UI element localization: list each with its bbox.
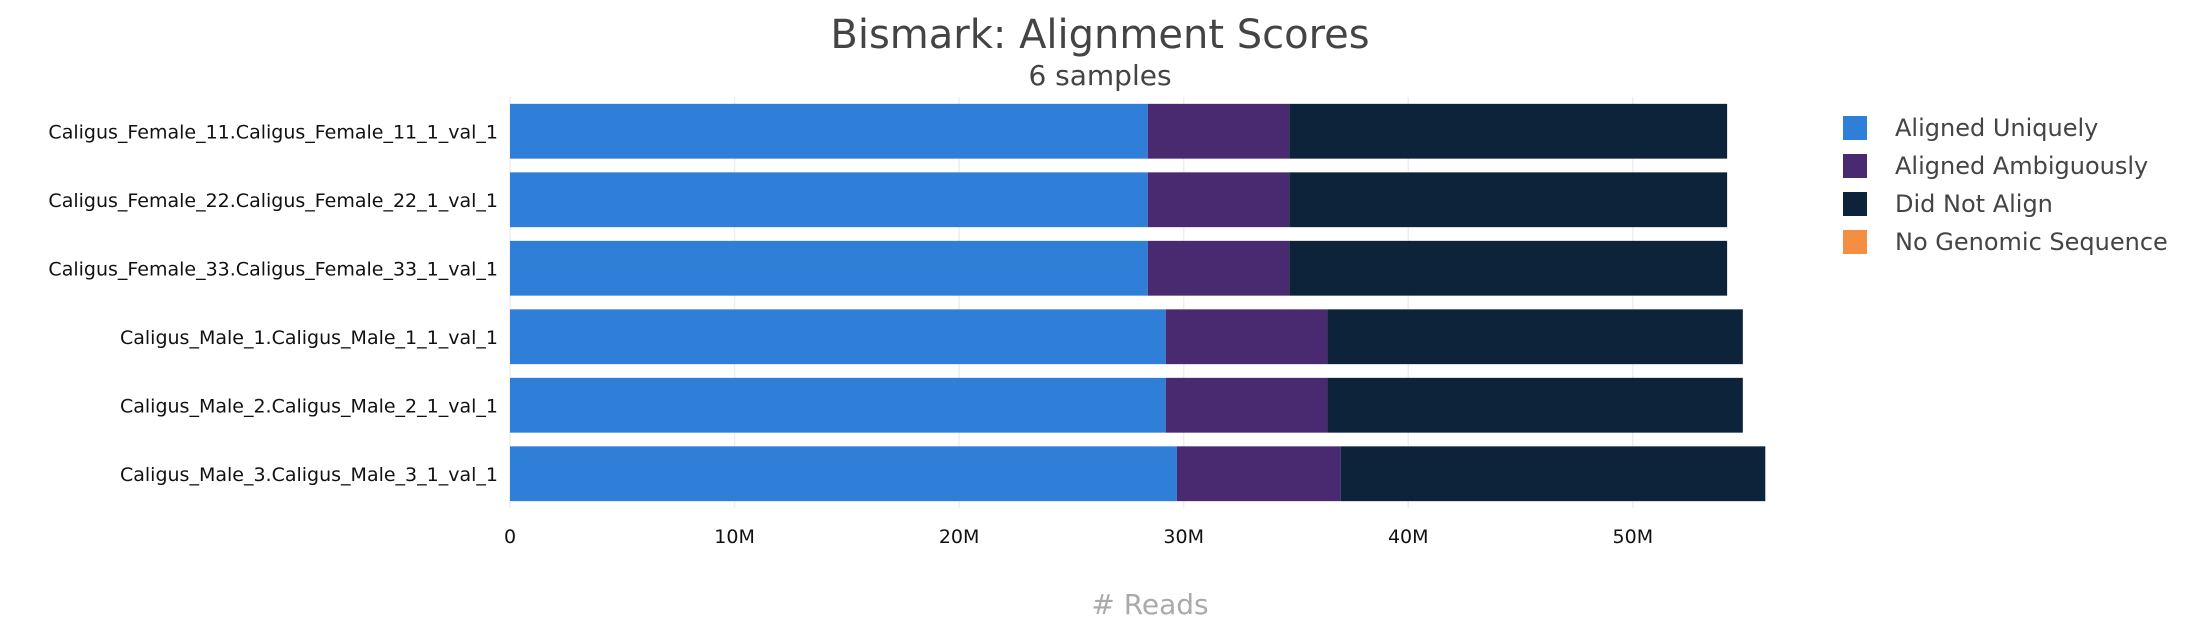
category-label-4: Caligus_Male_2.Caligus_Male_2_1_val_1 xyxy=(120,395,498,417)
bar-2-series-1[interactable] xyxy=(1147,240,1290,296)
legend-swatch-2 xyxy=(1843,192,1867,216)
x-axis-label: # Reads xyxy=(1091,588,1208,621)
x-tick-label-3: 30M xyxy=(1163,526,1204,548)
bars xyxy=(510,103,1766,502)
chart-title: Bismark: Alignment Scores xyxy=(830,12,1369,58)
legend-item-0[interactable]: Aligned Uniquely xyxy=(1843,114,2098,142)
category-label-3: Caligus_Male_1.Caligus_Male_1_1_val_1 xyxy=(120,327,498,349)
category-labels: Caligus_Female_11.Caligus_Female_11_1_va… xyxy=(48,121,498,486)
legend-label-1: Aligned Ambiguously xyxy=(1895,152,2148,180)
legend-item-1[interactable]: Aligned Ambiguously xyxy=(1843,152,2148,180)
bar-5-series-1[interactable] xyxy=(1176,446,1341,502)
bar-4-series-2[interactable] xyxy=(1327,377,1743,433)
x-tick-label-1: 10M xyxy=(714,526,755,548)
bar-0-series-1[interactable] xyxy=(1147,103,1290,159)
x-tick-label-2: 20M xyxy=(939,526,980,548)
x-tick-label-5: 50M xyxy=(1613,526,1654,548)
category-label-1: Caligus_Female_22.Caligus_Female_22_1_va… xyxy=(48,190,498,212)
bar-3-series-2[interactable] xyxy=(1327,309,1743,365)
x-axis-ticks: 0 10M 20M 30M 40M 50M xyxy=(504,526,1653,548)
bar-0-series-2[interactable] xyxy=(1289,103,1728,159)
grid-lines xyxy=(509,97,1634,508)
legend-item-2[interactable]: Did Not Align xyxy=(1843,190,2053,218)
bar-3-series-1[interactable] xyxy=(1165,309,1328,365)
bar-5-series-0[interactable] xyxy=(510,446,1177,502)
legend-label-0: Aligned Uniquely xyxy=(1895,114,2098,142)
bar-0-series-0[interactable] xyxy=(510,103,1148,159)
x-tick-label-0: 0 xyxy=(504,526,516,548)
bar-2-series-2[interactable] xyxy=(1289,240,1728,296)
category-label-5: Caligus_Male_3.Caligus_Male_3_1_val_1 xyxy=(120,464,498,486)
bar-3-series-0[interactable] xyxy=(510,309,1166,365)
bar-4-series-0[interactable] xyxy=(510,377,1166,433)
category-label-0: Caligus_Female_11.Caligus_Female_11_1_va… xyxy=(48,121,498,143)
x-tick-label-4: 40M xyxy=(1388,526,1429,548)
bar-4-series-1[interactable] xyxy=(1165,377,1328,433)
bar-1-series-1[interactable] xyxy=(1147,172,1290,228)
legend-swatch-0 xyxy=(1843,116,1867,140)
legend-item-3[interactable]: No Genomic Sequence xyxy=(1843,228,2168,256)
legend: Aligned Uniquely Aligned Ambiguously Did N… xyxy=(1843,114,2168,256)
legend-label-2: Did Not Align xyxy=(1895,190,2053,218)
category-label-2: Caligus_Female_33.Caligus_Female_33_1_va… xyxy=(48,258,498,280)
legend-label-3: No Genomic Sequence xyxy=(1895,228,2168,256)
bar-2-series-0[interactable] xyxy=(510,240,1148,296)
legend-swatch-1 xyxy=(1843,154,1867,178)
bar-5-series-2[interactable] xyxy=(1340,446,1766,502)
legend-swatch-3 xyxy=(1843,230,1867,254)
bar-1-series-0[interactable] xyxy=(510,172,1148,228)
chart-subtitle: 6 samples xyxy=(1028,59,1171,92)
bar-1-series-2[interactable] xyxy=(1289,172,1728,228)
